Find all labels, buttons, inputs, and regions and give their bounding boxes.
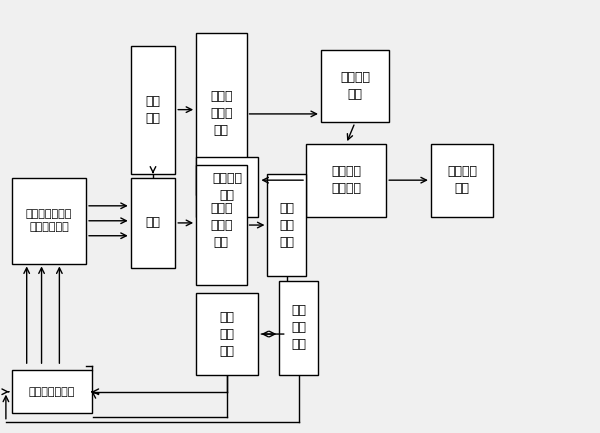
Text: 二次公共回路和
其他回路电流: 二次公共回路和 其他回路电流 [26, 209, 72, 233]
FancyBboxPatch shape [196, 157, 259, 216]
Text: 信号处理
模块: 信号处理 模块 [340, 71, 370, 101]
Text: 滤波
模块: 滤波 模块 [145, 95, 160, 125]
FancyBboxPatch shape [196, 33, 247, 195]
FancyBboxPatch shape [431, 144, 493, 216]
FancyBboxPatch shape [268, 174, 306, 276]
FancyBboxPatch shape [196, 294, 259, 375]
FancyBboxPatch shape [196, 165, 247, 285]
Text: 故障分析
定位模块: 故障分析 定位模块 [331, 165, 361, 195]
Text: 检测电流发生器: 检测电流发生器 [29, 387, 75, 397]
FancyBboxPatch shape [321, 50, 389, 123]
FancyBboxPatch shape [306, 144, 386, 216]
Text: 第二显示
模块: 第二显示 模块 [212, 171, 242, 202]
FancyBboxPatch shape [131, 45, 175, 174]
Text: 第一模
数转换
模块: 第一模 数转换 模块 [210, 201, 233, 249]
Text: 钳表: 钳表 [145, 216, 160, 229]
Text: 第一
显示
模块: 第一 显示 模块 [291, 304, 306, 351]
Text: 信号
分析
模块: 信号 分析 模块 [279, 201, 294, 249]
Text: 第二模
数转换
模块: 第二模 数转换 模块 [210, 90, 233, 137]
FancyBboxPatch shape [12, 370, 92, 413]
FancyBboxPatch shape [12, 178, 86, 264]
FancyBboxPatch shape [131, 178, 175, 268]
Text: 声光告警
模块: 声光告警 模块 [447, 165, 477, 195]
Text: 信号
控制
模块: 信号 控制 模块 [220, 310, 235, 358]
FancyBboxPatch shape [279, 281, 318, 375]
